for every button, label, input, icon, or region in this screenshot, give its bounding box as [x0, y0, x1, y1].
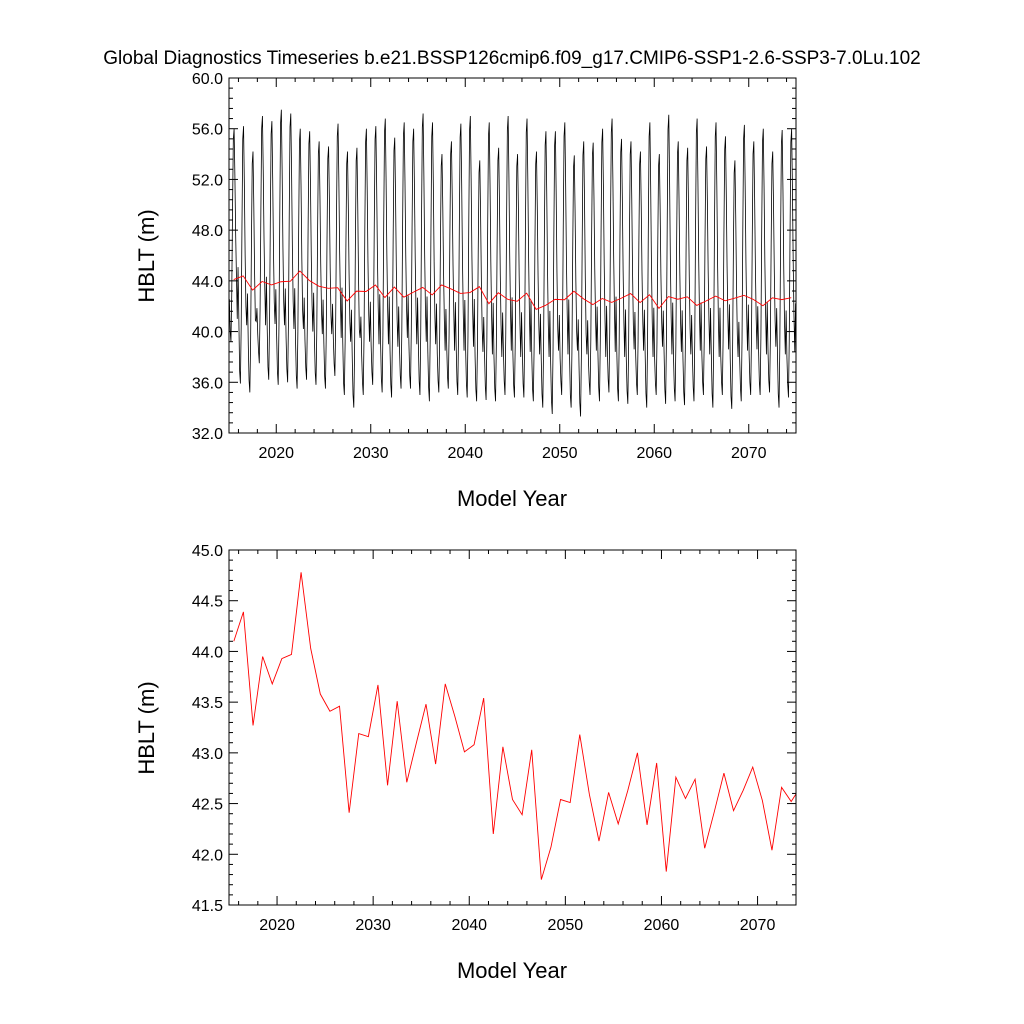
y-tick-label: 44.0 — [192, 274, 223, 291]
x-tick-label: 2030 — [355, 917, 391, 934]
y-tick-label: 44.0 — [192, 644, 223, 661]
y-tick-label: 56.0 — [192, 122, 223, 139]
x-tick-label: 2050 — [548, 917, 584, 934]
bottom-plot-ticks — [229, 549, 797, 906]
top-plot-marks — [229, 109, 796, 417]
bottom-plot-marks — [233, 572, 796, 880]
y-tick-label: 60.0 — [192, 71, 223, 88]
y-tick-label: 40.0 — [192, 325, 223, 342]
top-plot-ticks — [229, 77, 796, 434]
top-y-axis-title: HBLT (m) — [134, 209, 159, 302]
y-tick-label: 44.5 — [192, 594, 223, 611]
annual-mean-series-line — [233, 572, 796, 880]
y-tick-label: 41.5 — [192, 898, 223, 915]
x-tick-label: 2020 — [258, 445, 294, 462]
x-tick-label: 2050 — [542, 445, 578, 462]
x-tick-label: 2070 — [731, 445, 767, 462]
x-tick-label: 2040 — [447, 445, 483, 462]
y-tick-label: 45.0 — [192, 543, 223, 560]
monthly-series-line — [229, 109, 796, 417]
annual-mean-series-line — [233, 270, 792, 310]
top-timeseries-panel: 2020 2030 2040 2050 2060 2070 32.0 36.0 40.0 44.0… — [134, 71, 797, 511]
top-plot-tick-labels: 2020 2030 2040 2050 2060 2070 32.0 36.0 40.0 44.0… — [192, 71, 767, 462]
x-tick-label: 2020 — [259, 917, 295, 934]
bottom-y-axis-title: HBLT (m) — [134, 681, 159, 774]
y-tick-label: 43.0 — [192, 746, 223, 763]
x-tick-label: 2040 — [451, 917, 487, 934]
x-tick-label: 2060 — [644, 917, 680, 934]
bottom-x-axis-title: Model Year — [457, 958, 567, 983]
x-tick-label: 2030 — [353, 445, 389, 462]
y-tick-label: 42.5 — [192, 797, 223, 814]
y-tick-label: 52.0 — [192, 172, 223, 189]
y-tick-label: 43.5 — [192, 695, 223, 712]
top-x-axis-title: Model Year — [457, 486, 567, 511]
y-tick-label: 36.0 — [192, 375, 223, 392]
y-tick-label: 42.0 — [192, 847, 223, 864]
figure-title: Global Diagnostics Timeseries b.e21.BSSP… — [103, 48, 920, 69]
bottom-annual-panel: 2020 2030 2040 2050 2060 2070 41.5 42.0 42.5 43.0… — [134, 543, 797, 983]
top-plot-frame — [228, 77, 797, 434]
x-tick-label: 2060 — [636, 445, 672, 462]
bottom-plot-tick-labels: 2020 2030 2040 2050 2060 2070 41.5 42.0 42.5 43.0… — [192, 543, 776, 934]
x-tick-label: 2070 — [740, 917, 776, 934]
bottom-plot-frame — [228, 549, 797, 906]
y-tick-label: 32.0 — [192, 426, 223, 443]
y-tick-label: 48.0 — [192, 223, 223, 240]
